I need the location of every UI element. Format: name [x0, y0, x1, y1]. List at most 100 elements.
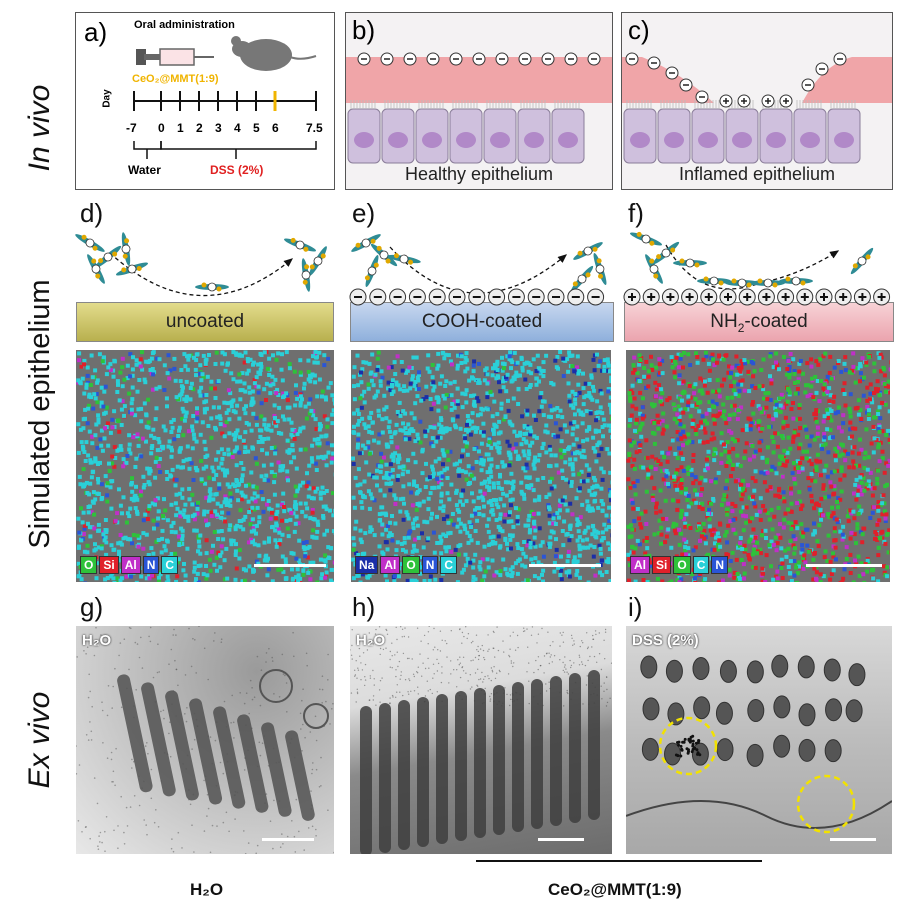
tick-label: 2 — [196, 121, 203, 135]
element-legend: Al Si O C N — [630, 556, 730, 574]
nanoparticle-icon — [121, 232, 131, 266]
eds-map-nh2: Al Si O C N — [626, 350, 890, 582]
scale-bar — [529, 564, 601, 567]
nucleus — [766, 132, 786, 148]
tem-image-i: DSS (2%) — [626, 626, 892, 854]
nanoparticle-icon — [629, 231, 663, 246]
syringe-icon — [136, 48, 214, 66]
nucleus — [732, 132, 752, 148]
panel-a-water: Water — [128, 163, 161, 177]
nucleus — [800, 132, 820, 148]
microvillus — [237, 714, 269, 813]
timeline — [133, 91, 317, 159]
nanoparticle-icon — [195, 282, 229, 292]
microvillus-cross-section — [664, 742, 682, 766]
scale-bar — [830, 838, 876, 841]
microvillus-cross-section — [798, 738, 816, 762]
panel-e-label: e) — [352, 198, 376, 228]
cooh-coated-surface: COOH-coated — [350, 302, 614, 342]
nanoparticle-icon — [751, 278, 785, 288]
microvillus-cross-section — [747, 699, 765, 723]
legend-entry: Al — [380, 556, 401, 574]
microvillus-cross-section — [771, 654, 789, 678]
element-legend: O Si Al N C — [80, 556, 180, 574]
nanoparticle-icon — [652, 241, 680, 265]
microvillus-cross-section — [824, 739, 842, 763]
panel-d-label: d) — [80, 198, 104, 228]
surface-charges — [349, 288, 891, 306]
microvillus-cross-section — [640, 655, 658, 679]
microvillus — [398, 700, 410, 850]
scale-bar — [254, 564, 326, 567]
microvillus — [285, 730, 315, 821]
nanoparticle-icon — [115, 262, 149, 276]
nanoparticle-icon — [370, 243, 398, 267]
nucleus — [490, 132, 510, 148]
legend-entry: N — [421, 556, 439, 574]
microvillus — [141, 682, 176, 797]
legend-entry: C — [161, 556, 179, 574]
panel-f-label: f) — [628, 198, 644, 228]
panel-g-label: g) — [80, 592, 104, 622]
microvillus — [213, 706, 246, 809]
microvillus — [455, 691, 467, 841]
tem-tag: H₂O — [356, 632, 386, 649]
legend-entry: Al — [630, 556, 650, 574]
mouse-icon — [231, 36, 317, 71]
vesicle — [303, 703, 329, 729]
microvillus-cross-section — [798, 703, 816, 727]
legend-entry: O — [402, 556, 420, 574]
cooh-surface-label: COOH-coated — [421, 311, 543, 332]
nanoparticle-icon — [570, 265, 594, 293]
nucleus — [422, 132, 442, 148]
microvillus — [189, 698, 223, 805]
panel-a: a) Oral administration CeO₂@MMT(1:9) — [75, 12, 335, 190]
microvillus — [531, 679, 543, 829]
nanoparticle-icon — [725, 278, 759, 288]
microvillus-cross-section — [797, 655, 815, 679]
panel-b-label: b) — [352, 15, 376, 45]
legend-entry: C — [692, 556, 710, 574]
nanoparticle-icon — [697, 276, 731, 286]
nanoparticle-icon — [573, 242, 603, 260]
microvillus — [512, 682, 524, 832]
microvillus-cross-section — [746, 660, 764, 684]
healthy-epithelium-illustration — [346, 52, 612, 164]
membrane — [626, 800, 892, 829]
tick-label: 7.5 — [306, 121, 323, 135]
row-label-in-vivo: In vivo — [23, 84, 56, 172]
highlight-circle — [796, 774, 856, 834]
microvillus — [165, 690, 199, 801]
microvillus-cross-section — [665, 659, 683, 683]
mucus-layer — [622, 57, 714, 103]
microvillus-cross-section — [773, 695, 791, 719]
microvillus-cross-section — [746, 743, 764, 767]
legend-entry: O — [673, 556, 691, 574]
treatment-bracket-line — [476, 860, 762, 862]
panel-c: c) Inflamed epithelium — [621, 12, 893, 190]
nucleus — [630, 132, 650, 148]
tem-tag: DSS (2%) — [632, 632, 699, 649]
tick-label: 4 — [234, 121, 241, 135]
microvillus — [379, 703, 391, 853]
tick-label: 5 — [253, 121, 260, 135]
tem-image-g: H₂O — [76, 626, 334, 854]
microvillus — [569, 673, 581, 823]
inflamed-epithelium-illustration — [622, 52, 892, 164]
microvillus-cross-section — [693, 696, 711, 720]
microvillus — [474, 688, 486, 838]
microvillus-cross-section — [845, 699, 863, 723]
microvillus — [493, 685, 505, 835]
element-legend: Na Al O N C — [355, 556, 459, 574]
panel-a-drug: CeO₂@MMT(1:9) — [132, 73, 219, 85]
panel-i-label: i) — [628, 592, 643, 622]
nanoparticle-icon — [309, 246, 327, 276]
legend-entry: N — [142, 556, 160, 574]
nucleus — [664, 132, 684, 148]
nucleus — [524, 132, 544, 148]
microvillus — [261, 722, 292, 817]
eds-map-uncoated: O Si Al N C — [76, 350, 334, 582]
microvillus-cross-section — [823, 658, 841, 682]
particle-trajectories — [75, 231, 874, 297]
tick-label: 0 — [158, 121, 165, 135]
